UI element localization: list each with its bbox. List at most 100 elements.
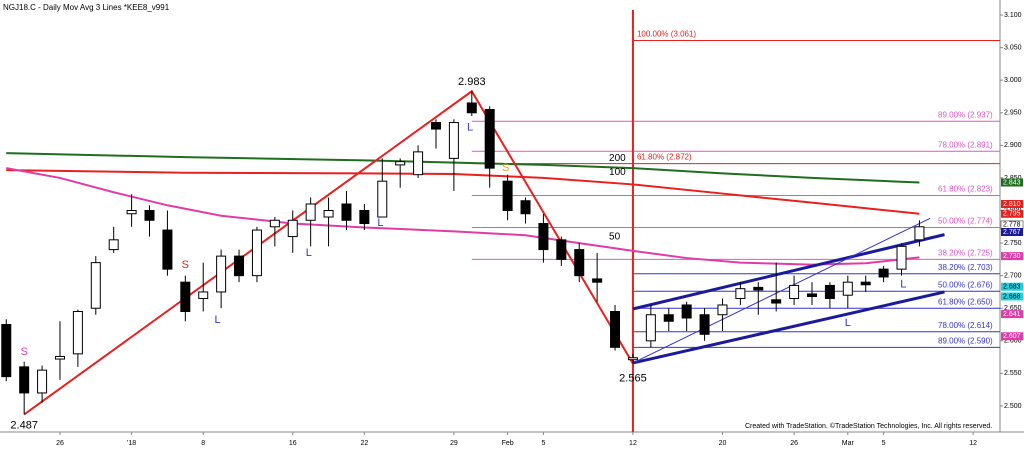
annotation: S [182, 259, 189, 271]
ma-label: 50 [609, 232, 621, 243]
x-tick-label: '18 [127, 440, 136, 447]
candle-body [806, 293, 817, 298]
candle-body [466, 102, 477, 114]
candle-body [359, 210, 370, 225]
candle-body [789, 284, 800, 299]
fib-label: 89.00% (2.937) [938, 110, 993, 119]
y-tick-label: 2.950 [1004, 110, 1022, 117]
candle-body [341, 203, 352, 221]
fib-label: 61.80% (2.650) [938, 297, 993, 306]
x-tick-label: 5 [882, 440, 886, 447]
moving-average [6, 169, 920, 215]
trendline [632, 290, 945, 365]
x-tick-label: 16 [289, 440, 297, 447]
x-tick-label: 5 [541, 440, 545, 447]
footer: Created with TradeStation. ©TradeStation… [745, 422, 992, 430]
y-tick-label: 2.500 [1004, 403, 1022, 410]
candle-body [395, 161, 406, 166]
candle-body [180, 281, 191, 312]
trendline [632, 217, 931, 364]
price-tag-label: 2.730 [1003, 253, 1021, 260]
annotation: S [502, 162, 509, 174]
y-tick-label: 2.550 [1004, 370, 1022, 377]
candle-body [198, 291, 209, 299]
annotation: L [306, 247, 312, 259]
price-tag-label: 2.843 [1003, 179, 1021, 186]
fib-label: 89.00% (2.590) [938, 336, 993, 345]
price-tag-label: 2.767 [1003, 229, 1021, 236]
candle-body [90, 262, 101, 309]
x-tick-label: 20 [719, 440, 727, 447]
candle-body [771, 299, 782, 304]
candle-body [448, 122, 459, 159]
candle-body [753, 286, 764, 291]
candle-body [914, 226, 925, 241]
x-tick-label: 29 [450, 440, 458, 447]
candle-body [126, 210, 137, 215]
price-tag [1001, 332, 1023, 341]
y-tick-label: 2.750 [1004, 240, 1022, 247]
price-tag [1001, 292, 1023, 301]
y-tick-label: 2.650 [1004, 305, 1022, 312]
x-tick-label: Mar [842, 440, 855, 447]
y-tick-label: 3.050 [1004, 44, 1022, 51]
x-tick-label: 26 [790, 440, 798, 447]
annotation: 2.983 [458, 76, 486, 88]
candle-body [610, 310, 621, 348]
candle-body [699, 314, 710, 335]
candle-body [234, 255, 245, 277]
candle-body [484, 109, 495, 169]
candle-body [413, 151, 424, 176]
price-tag [1001, 199, 1023, 208]
annotation: L [377, 217, 383, 229]
candle-body [19, 366, 30, 394]
trendline [632, 233, 945, 311]
candle-body [323, 210, 334, 218]
annotation: L [900, 279, 906, 291]
candle-body [896, 245, 907, 270]
price-tag [1001, 228, 1023, 237]
y-tick-label: 3.100 [1004, 12, 1022, 19]
candle-body [520, 200, 531, 215]
candle-body [556, 239, 567, 260]
price-tag-label: 2.668 [1003, 293, 1021, 300]
candle-body [269, 219, 280, 228]
candle-body [717, 304, 728, 316]
price-tag [1001, 209, 1023, 218]
candle-body [824, 284, 835, 299]
fib-label: 38.20% (2.703) [938, 263, 993, 272]
price-tag-label: 2.810 [1003, 201, 1021, 208]
candle-body [1, 324, 12, 378]
candle-body [216, 255, 227, 293]
price-tag-label: 2.683 [1003, 284, 1021, 291]
x-tick-label: 12 [969, 440, 977, 447]
price-tag-label: 2.607 [1003, 333, 1021, 340]
fib-label: 100.00% (3.061) [637, 30, 696, 39]
y-tick-label: 2.600 [1004, 338, 1022, 345]
chart-title: NGJ18.C - Daily Mov Avg 3 Lines *KEE8_v9… [3, 3, 170, 12]
x-tick-label: 22 [360, 440, 368, 447]
annotation: S [21, 346, 28, 358]
candle-body [287, 219, 298, 238]
x-tick-label: Feb [502, 440, 514, 447]
candle-body [538, 223, 549, 251]
candle-body [860, 281, 871, 286]
y-tick-label: 2.900 [1004, 142, 1022, 149]
candle-body [37, 369, 48, 394]
candle-body [54, 355, 65, 360]
candle-body [144, 210, 155, 221]
candle-body [377, 180, 388, 218]
price-tag [1001, 282, 1023, 291]
candle-body [681, 304, 692, 319]
candle-body [574, 249, 585, 277]
price-tag [1001, 252, 1023, 261]
y-tick-label: 2.850 [1004, 175, 1022, 182]
y-tick-label: 3.000 [1004, 77, 1022, 84]
candle-body [502, 180, 513, 211]
x-tick-label: 26 [56, 440, 64, 447]
candle-body [592, 278, 603, 283]
price-tag-label: 2.778 [1003, 222, 1021, 229]
